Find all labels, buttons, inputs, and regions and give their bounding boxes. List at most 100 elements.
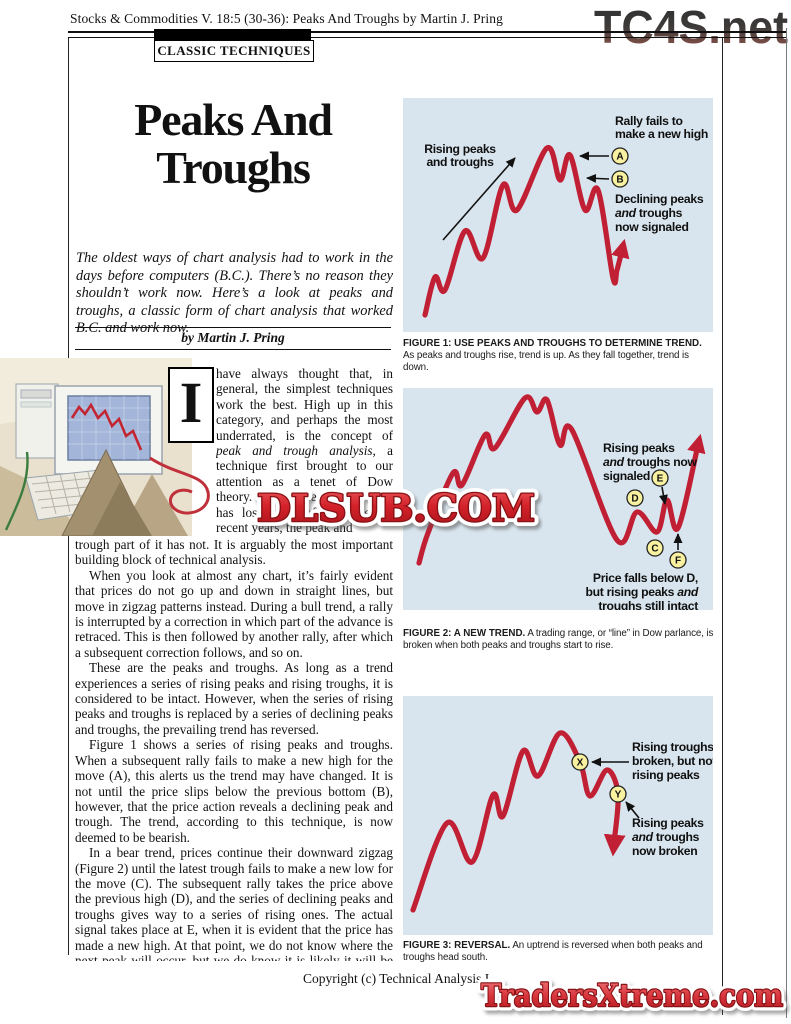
arrow-from-E [659,486,668,505]
tower-drive-slot [20,389,52,399]
tradersxtreme-watermark-outline: TradersXtreme.com [481,978,783,1014]
figure-2-caption-title: FIGURE 2: A NEW TREND. [403,628,526,639]
tower-vent [20,401,52,408]
marker-X-badge [571,753,589,771]
copyright-line: Copyright (c) Technical Analysis I [303,971,490,986]
rising-trend-arrow [442,157,516,241]
marker-B-letter: B [616,175,623,186]
fig3-label-y-3: now broken [632,844,697,858]
fig3-label-x-3: rising peaks [632,768,700,782]
byline: by Martin J. Pring [181,330,285,345]
figure-2-price-line [416,394,706,566]
marker-C-badge [646,539,664,557]
fig2-rising-troughs: troughs now [624,455,698,469]
paragraph-2: When you look at almost any chart, it’s … [75,567,393,660]
figure-1-caption-text: As peaks and troughs rise, trend is up. … [403,350,689,374]
fig1-label-rising-2: and troughs [426,155,494,169]
figure-3-caption: FIGURE 3: REVERSAL. An uptrend is revers… [403,940,714,964]
fig1-decl-troughs: troughs [636,206,683,220]
byline-rule-bottom [75,349,391,350]
marker-Y-letter: Y [615,790,622,801]
mountain-shadow [92,482,152,536]
figure-3-price-line [410,730,626,913]
marker-E-badge [651,469,669,487]
figure-3-chart: X Y Rising troughs broken, but not risin… [403,696,713,935]
header-rule-bottom [68,37,787,38]
figure-1-price-line [422,145,630,318]
red-cable [149,456,210,515]
fig1-label-decl-2: and troughs [615,206,683,220]
marker-F-badge [669,551,687,569]
dropcap-letter: I [168,367,214,443]
paragraph-5: In a bear trend, prices continue their d… [75,845,393,961]
body-text-column-full: trough part of it has not. It is arguabl… [75,537,393,961]
marker-E-letter: E [657,474,664,485]
fig2-label-price-1: Price falls below D, [593,571,698,585]
green-stem [4,451,29,531]
fig2-label-rising-1: Rising peaks [603,441,675,455]
fig2-label-price-3: troughs still intact [598,599,698,610]
section-black-bar [154,29,311,40]
p1-post: , a technique first brought to our atten… [216,443,393,536]
fig2-rising-and-italic: and [603,455,625,469]
arrow-to-B [586,173,610,183]
fig1-decl-and-italic: and [615,206,637,220]
tc4s-logo-text: TC4S.net [594,1,788,53]
fig3-label-y-1: Rising peaks [632,816,704,830]
title-line-2: Troughs [156,142,311,193]
header-rule-top [68,31,787,33]
fig2-price-and-italic: and [677,585,699,599]
title-line-1: Peaks And [134,94,333,145]
fig3-label-y-2: and troughs [632,830,700,844]
marker-A-badge [611,147,629,165]
body-text-column-narrow: have always thought that, in general, th… [216,366,393,537]
marker-C-letter: C [651,544,658,555]
right-column-rule [722,38,723,1015]
arrow-to-Y [625,801,640,819]
p1-pre: have always thought that, in general, th… [216,366,393,443]
screen-grid [68,396,150,460]
figure-1-caption: FIGURE 1: USE PEAKS AND TROUGHS TO DETER… [403,338,714,375]
article-title: Peaks And Troughs [78,96,388,192]
marker-X-letter: X [577,758,584,769]
screen-declining-chart-line [70,402,143,451]
page-edge-rule [786,28,787,1018]
fig3-y-and-italic: and [632,830,654,844]
figure-2-caption: FIGURE 2: A NEW TREND. A trading range, … [403,628,714,652]
paragraph-1: have always thought that, in general, th… [216,366,393,535]
marker-F-letter: F [675,556,681,567]
p1-italic-phrase: peak and trough analysis [216,443,373,459]
header-source-line: Stocks & Commodities V. 18:5 (30-36): Pe… [70,11,503,26]
fig3-label-x-1: Rising troughs [632,740,713,754]
marker-A-letter: A [616,152,623,163]
figure-1-caption-title: FIGURE 1: USE PEAKS AND TROUGHS TO DETER… [403,338,702,349]
figure-1-chart: Rising peaks and troughs Rally fails to … [403,98,713,332]
fig1-label-decl-1: Declining peaks [615,192,704,206]
figure-3-caption-title: FIGURE 3: REVERSAL. [403,940,511,951]
fig3-y-troughs: troughs [653,830,700,844]
tc4s-logo-watermark: TC4S.net [594,1,788,53]
article-intro: The oldest ways of chart analysis had to… [76,250,393,337]
marker-Y-badge [609,785,627,803]
fig1-label-rising-1: Rising peaks [424,142,496,156]
fig2-price-pre: but rising peaks [585,585,677,599]
fig1-label-rally-2: make a new high [615,127,708,141]
computer-illustration [0,358,210,536]
fig1-label-decl-3: now signaled [615,220,689,234]
tradersxtreme-watermark: TradersXtreme.com TradersXtreme.com [477,974,788,1019]
figure-2-chart: Rising peaks and troughs now signaled D … [403,388,713,610]
paragraph-1-continued: trough part of it has not. It is arguabl… [75,537,393,568]
fig2-label-price-2: but rising peaks and [585,585,698,599]
fig2-label-rising-3: signaled [603,469,650,483]
figure-2-caption-text: A trading range, or “line” in Dow parlan… [403,628,714,652]
figure-1-background [403,98,713,332]
paragraph-4: Figure 1 shows a series of rising peaks … [75,737,393,845]
figure-3-caption-text: An uptrend is reversed when both peaks a… [403,940,703,964]
section-label: CLASSIC TECHNIQUES [154,40,314,62]
paragraph-3: These are the peaks and troughs. As long… [75,660,393,737]
fig1-label-rally-1: Rally fails to [615,114,683,128]
marker-B-badge [611,170,629,188]
fig2-label-rising-2: and troughs now [603,455,698,469]
tradersxtreme-watermark-text: TradersXtreme.com [481,978,783,1014]
